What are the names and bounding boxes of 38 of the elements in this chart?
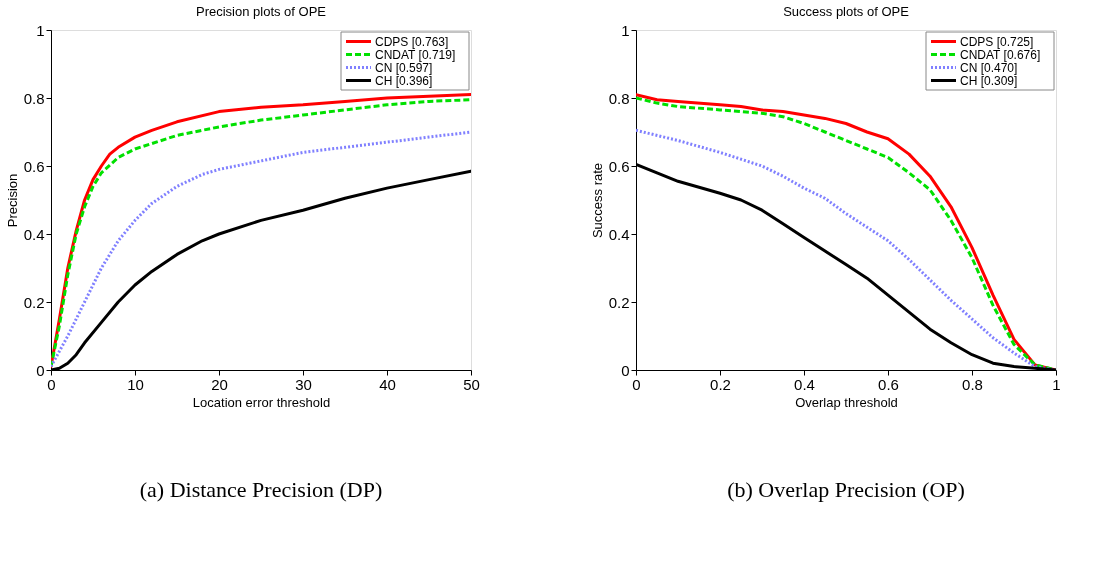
x-tick-label: 0 xyxy=(47,375,56,393)
y-axis-title: Precision xyxy=(4,173,20,228)
y-tick-label: 1 xyxy=(621,21,630,39)
x-tick-label: 50 xyxy=(463,375,480,393)
text: (a) Distance Precision (DP) xyxy=(139,477,383,502)
x-tick-label: 10 xyxy=(127,375,144,393)
legend-label: CN [0.470] xyxy=(960,60,1018,75)
y-tick-label: 1 xyxy=(36,21,45,39)
x-tick-label: 0.4 xyxy=(794,375,815,393)
y-axis-title: Success rate xyxy=(589,162,605,239)
legend-label: CN [0.597] xyxy=(375,60,433,75)
x-tick-label: 30 xyxy=(295,375,312,393)
x-tick-label: 0.2 xyxy=(710,375,731,393)
y-tick-label: 0.6 xyxy=(608,157,630,175)
x-tick-label: 40 xyxy=(379,375,396,393)
x-tick-label: 20 xyxy=(211,375,228,393)
chart-title: Precision plots of OPE xyxy=(195,4,327,19)
y-tick-label: 0.4 xyxy=(608,225,630,243)
y-tick-label: 0.2 xyxy=(23,293,45,311)
legend-label: CH [0.309] xyxy=(960,73,1018,88)
y-tick-label: 0.6 xyxy=(23,157,45,175)
legend-label: CH [0.396] xyxy=(375,73,433,88)
chart-title: Success plots of OPE xyxy=(783,4,910,19)
legend-label: CDPS [0.725] xyxy=(960,34,1034,49)
x-tick-label: 1 xyxy=(1052,375,1061,393)
y-tick-label: 0.2 xyxy=(608,293,630,311)
x-tick-label: 0 xyxy=(632,375,641,393)
x-tick-label: 0.8 xyxy=(962,375,983,393)
text: (b) Overlap Precision (OP) xyxy=(727,477,965,502)
x-tick-label: 0.6 xyxy=(878,375,899,393)
y-tick-label: 0 xyxy=(621,361,630,379)
y-tick-label: 0.8 xyxy=(608,89,630,107)
legend-label: CDPS [0.763] xyxy=(375,34,449,49)
x-axis-title: Overlap threshold xyxy=(795,394,898,410)
x-axis-title: Location error threshold xyxy=(192,394,331,410)
y-tick-label: 0.4 xyxy=(23,225,45,243)
y-tick-label: 0 xyxy=(36,361,45,379)
y-tick-label: 0.8 xyxy=(23,89,45,107)
